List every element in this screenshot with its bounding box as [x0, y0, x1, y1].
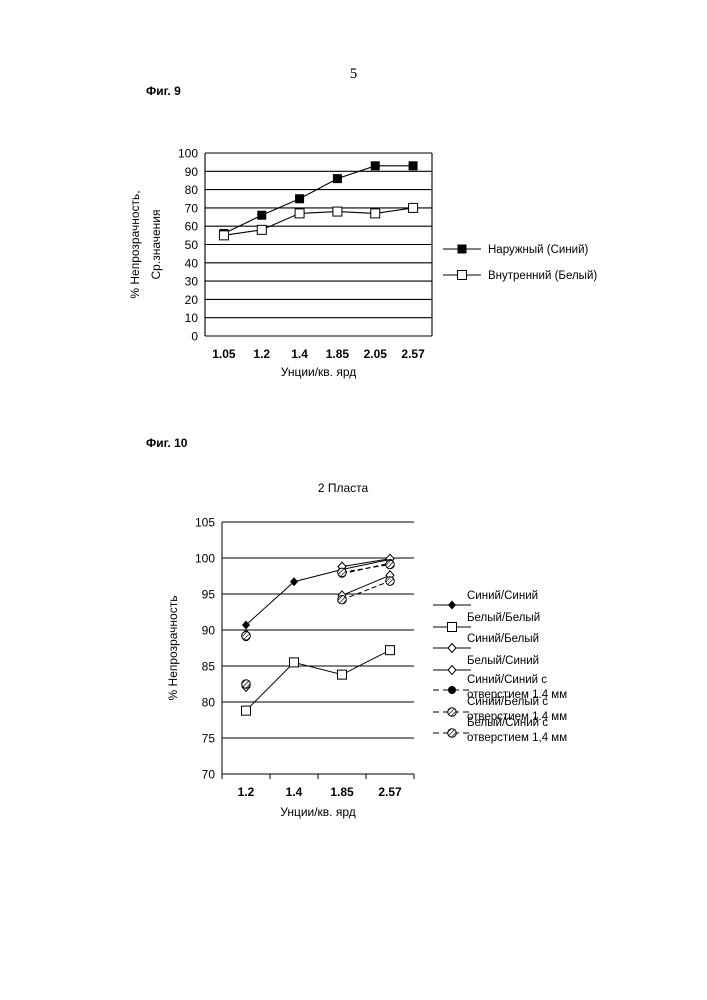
legend-marker-fig10-0 — [448, 601, 456, 610]
x-tick-label: 1.85 — [330, 785, 354, 799]
y-tick-label: 100 — [195, 552, 215, 566]
y-tick-label: 10 — [185, 311, 199, 325]
figure-10-chart: 2 Пласта 70 75 80 85 90 95 100 105 1.2 1.4 1.85 2.57… — [166, 481, 567, 819]
y-tick-label: 95 — [202, 588, 216, 602]
x-tick-label: 1.2 — [238, 785, 255, 799]
y-tick-label: 85 — [202, 660, 216, 674]
x-tick-label: 1.4 — [286, 785, 303, 799]
data-point — [333, 207, 342, 216]
data-point — [333, 174, 342, 183]
data-point — [257, 225, 266, 234]
y-tick-label: 75 — [202, 732, 216, 746]
x-tick-label: 1.05 — [212, 347, 236, 361]
legend-marker-fig9-1 — [458, 271, 467, 280]
data-point — [386, 577, 395, 586]
data-point — [338, 595, 347, 604]
x-tick-label: 2.57 — [401, 347, 425, 361]
data-point — [371, 209, 380, 218]
data-point — [242, 680, 251, 689]
legend-marker-fig10-2 — [448, 644, 456, 653]
legend-label: Синий/Синий с — [467, 674, 547, 686]
legend-marker-fig10-5 — [448, 708, 457, 717]
legend-label: Белый/Белый — [467, 612, 540, 624]
y-axis-label: % Непрозрачность, — [128, 190, 142, 298]
data-point — [242, 631, 251, 640]
data-point — [295, 209, 304, 218]
x-tick-label: 1.85 — [326, 347, 350, 361]
x-tick-label: 1.4 — [291, 347, 308, 361]
y-axis-label-line-2: Ср.значения — [149, 210, 163, 280]
series-line-2 — [342, 575, 390, 595]
legend-label: Синий/Белый — [467, 633, 539, 645]
legend-marker-fig10-3 — [448, 666, 456, 675]
data-point — [219, 231, 228, 240]
legend-label: Наружный (Синий) — [488, 244, 589, 256]
legend-label: Синий/Синий — [467, 590, 538, 602]
y-tick-label: 70 — [185, 201, 199, 215]
legend-label: Синий/Белый с — [467, 696, 548, 708]
y-tick-label: 60 — [185, 220, 199, 234]
y-tick-label: 80 — [185, 183, 199, 197]
legend-label: Белый/Синий — [467, 655, 539, 667]
y-tick-label: 80 — [202, 696, 216, 710]
y-tick-label: 40 — [185, 256, 199, 270]
legend-label: Белый/Синий с — [467, 717, 548, 729]
data-point — [409, 161, 418, 170]
y-tick-label: 90 — [185, 165, 199, 179]
y-tick-label: 105 — [195, 516, 215, 530]
data-point — [338, 670, 347, 679]
legend-marker-fig10-6 — [448, 729, 457, 738]
data-point — [409, 203, 418, 212]
x-axis-label: Унции/кв. ярд — [281, 365, 357, 379]
y-tick-label: 20 — [185, 293, 199, 307]
series-line-0 — [224, 166, 413, 234]
chart-title: 2 Пласта — [318, 481, 369, 495]
legend-label: Внутренний (Белый) — [488, 270, 597, 282]
series-line-5 — [342, 581, 390, 600]
data-point — [290, 658, 299, 667]
data-point — [338, 568, 347, 577]
x-axis-label: Унции/кв. ярд — [280, 805, 356, 819]
y-axis-label: % Непрозрачность — [166, 596, 180, 701]
data-point — [242, 706, 251, 715]
data-point — [257, 211, 266, 220]
series-line-0 — [246, 559, 390, 625]
y-tick-label: 30 — [185, 275, 199, 289]
y-tick-label: 50 — [185, 238, 199, 252]
data-point — [295, 194, 304, 203]
figure-9-chart: 0 10 20 30 40 50 60 70 80 90 100 1.05 1.2 1.4 1.85 2.05… — [128, 147, 597, 380]
legend-marker-fig10-1 — [448, 623, 457, 632]
y-tick-label: 0 — [191, 330, 198, 344]
legend-label-line-2: отверстием 1,4 мм — [467, 732, 567, 744]
data-point — [386, 646, 395, 655]
legend-marker-fig10-4 — [448, 686, 456, 694]
series-line-1 — [224, 208, 413, 235]
x-tick-label: 1.2 — [253, 347, 270, 361]
data-point — [386, 560, 395, 569]
x-tick-label: 2.05 — [364, 347, 388, 361]
y-tick-label: 100 — [178, 147, 198, 161]
y-tick-label: 70 — [202, 768, 216, 782]
x-tick-label: 2.57 — [378, 785, 402, 799]
data-point — [371, 161, 380, 170]
y-tick-label: 90 — [202, 624, 216, 638]
legend-marker-fig9-0 — [458, 245, 467, 254]
